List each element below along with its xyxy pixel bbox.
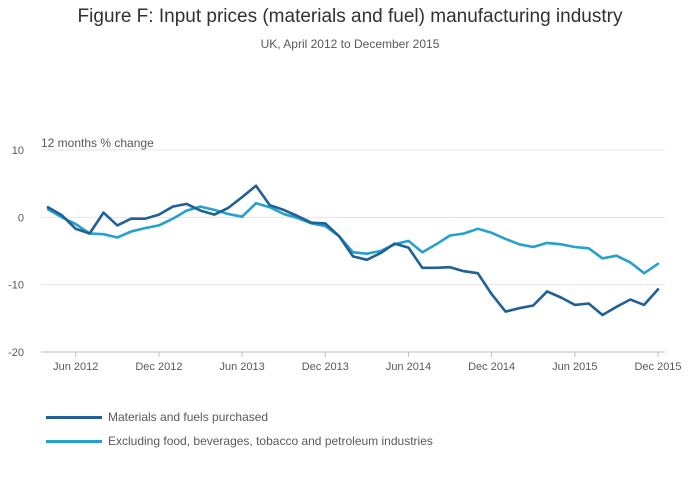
legend-item-series-2[interactable]: Excluding food, beverages, tobacco and p… [46, 429, 433, 453]
x-tick-label: Dec 2014 [468, 361, 515, 373]
series-line-2[interactable] [46, 201, 660, 275]
x-tick-label: Dec 2013 [302, 361, 349, 373]
x-tick-label: Dec 2015 [634, 361, 681, 373]
x-tick-label: Jun 2013 [219, 361, 264, 373]
x-tick-label: Jun 2012 [53, 361, 98, 373]
series-line-1[interactable] [46, 184, 660, 317]
chart-subtitle: UK, April 2012 to December 2015 [260, 37, 440, 51]
line-chart: 12 months % change 10 0 -10 -20 Jun 2012 Dec… [8, 136, 681, 373]
y-tick-label: 0 [18, 212, 24, 224]
legend-item-series-1[interactable]: Materials and fuels purchased [46, 405, 433, 429]
y-tick-label: -20 [8, 347, 24, 359]
y-tick-label: -10 [8, 280, 24, 292]
x-tick-label: Dec 2012 [135, 361, 182, 373]
x-tick-label: Jun 2015 [552, 361, 597, 373]
legend-label: Excluding food, beverages, tobacco and p… [108, 434, 433, 448]
y-tick-label: 10 [12, 145, 24, 157]
x-tick-label: Jun 2014 [386, 361, 431, 373]
chart-title: Figure F: Input prices (materials and fu… [77, 6, 623, 27]
y-axis-label: 12 months % change [41, 136, 154, 150]
legend-swatch [46, 439, 102, 443]
legend-swatch [46, 415, 102, 419]
legend-label: Materials and fuels purchased [108, 410, 269, 424]
legend: Materials and fuels purchased Excluding … [46, 405, 433, 453]
